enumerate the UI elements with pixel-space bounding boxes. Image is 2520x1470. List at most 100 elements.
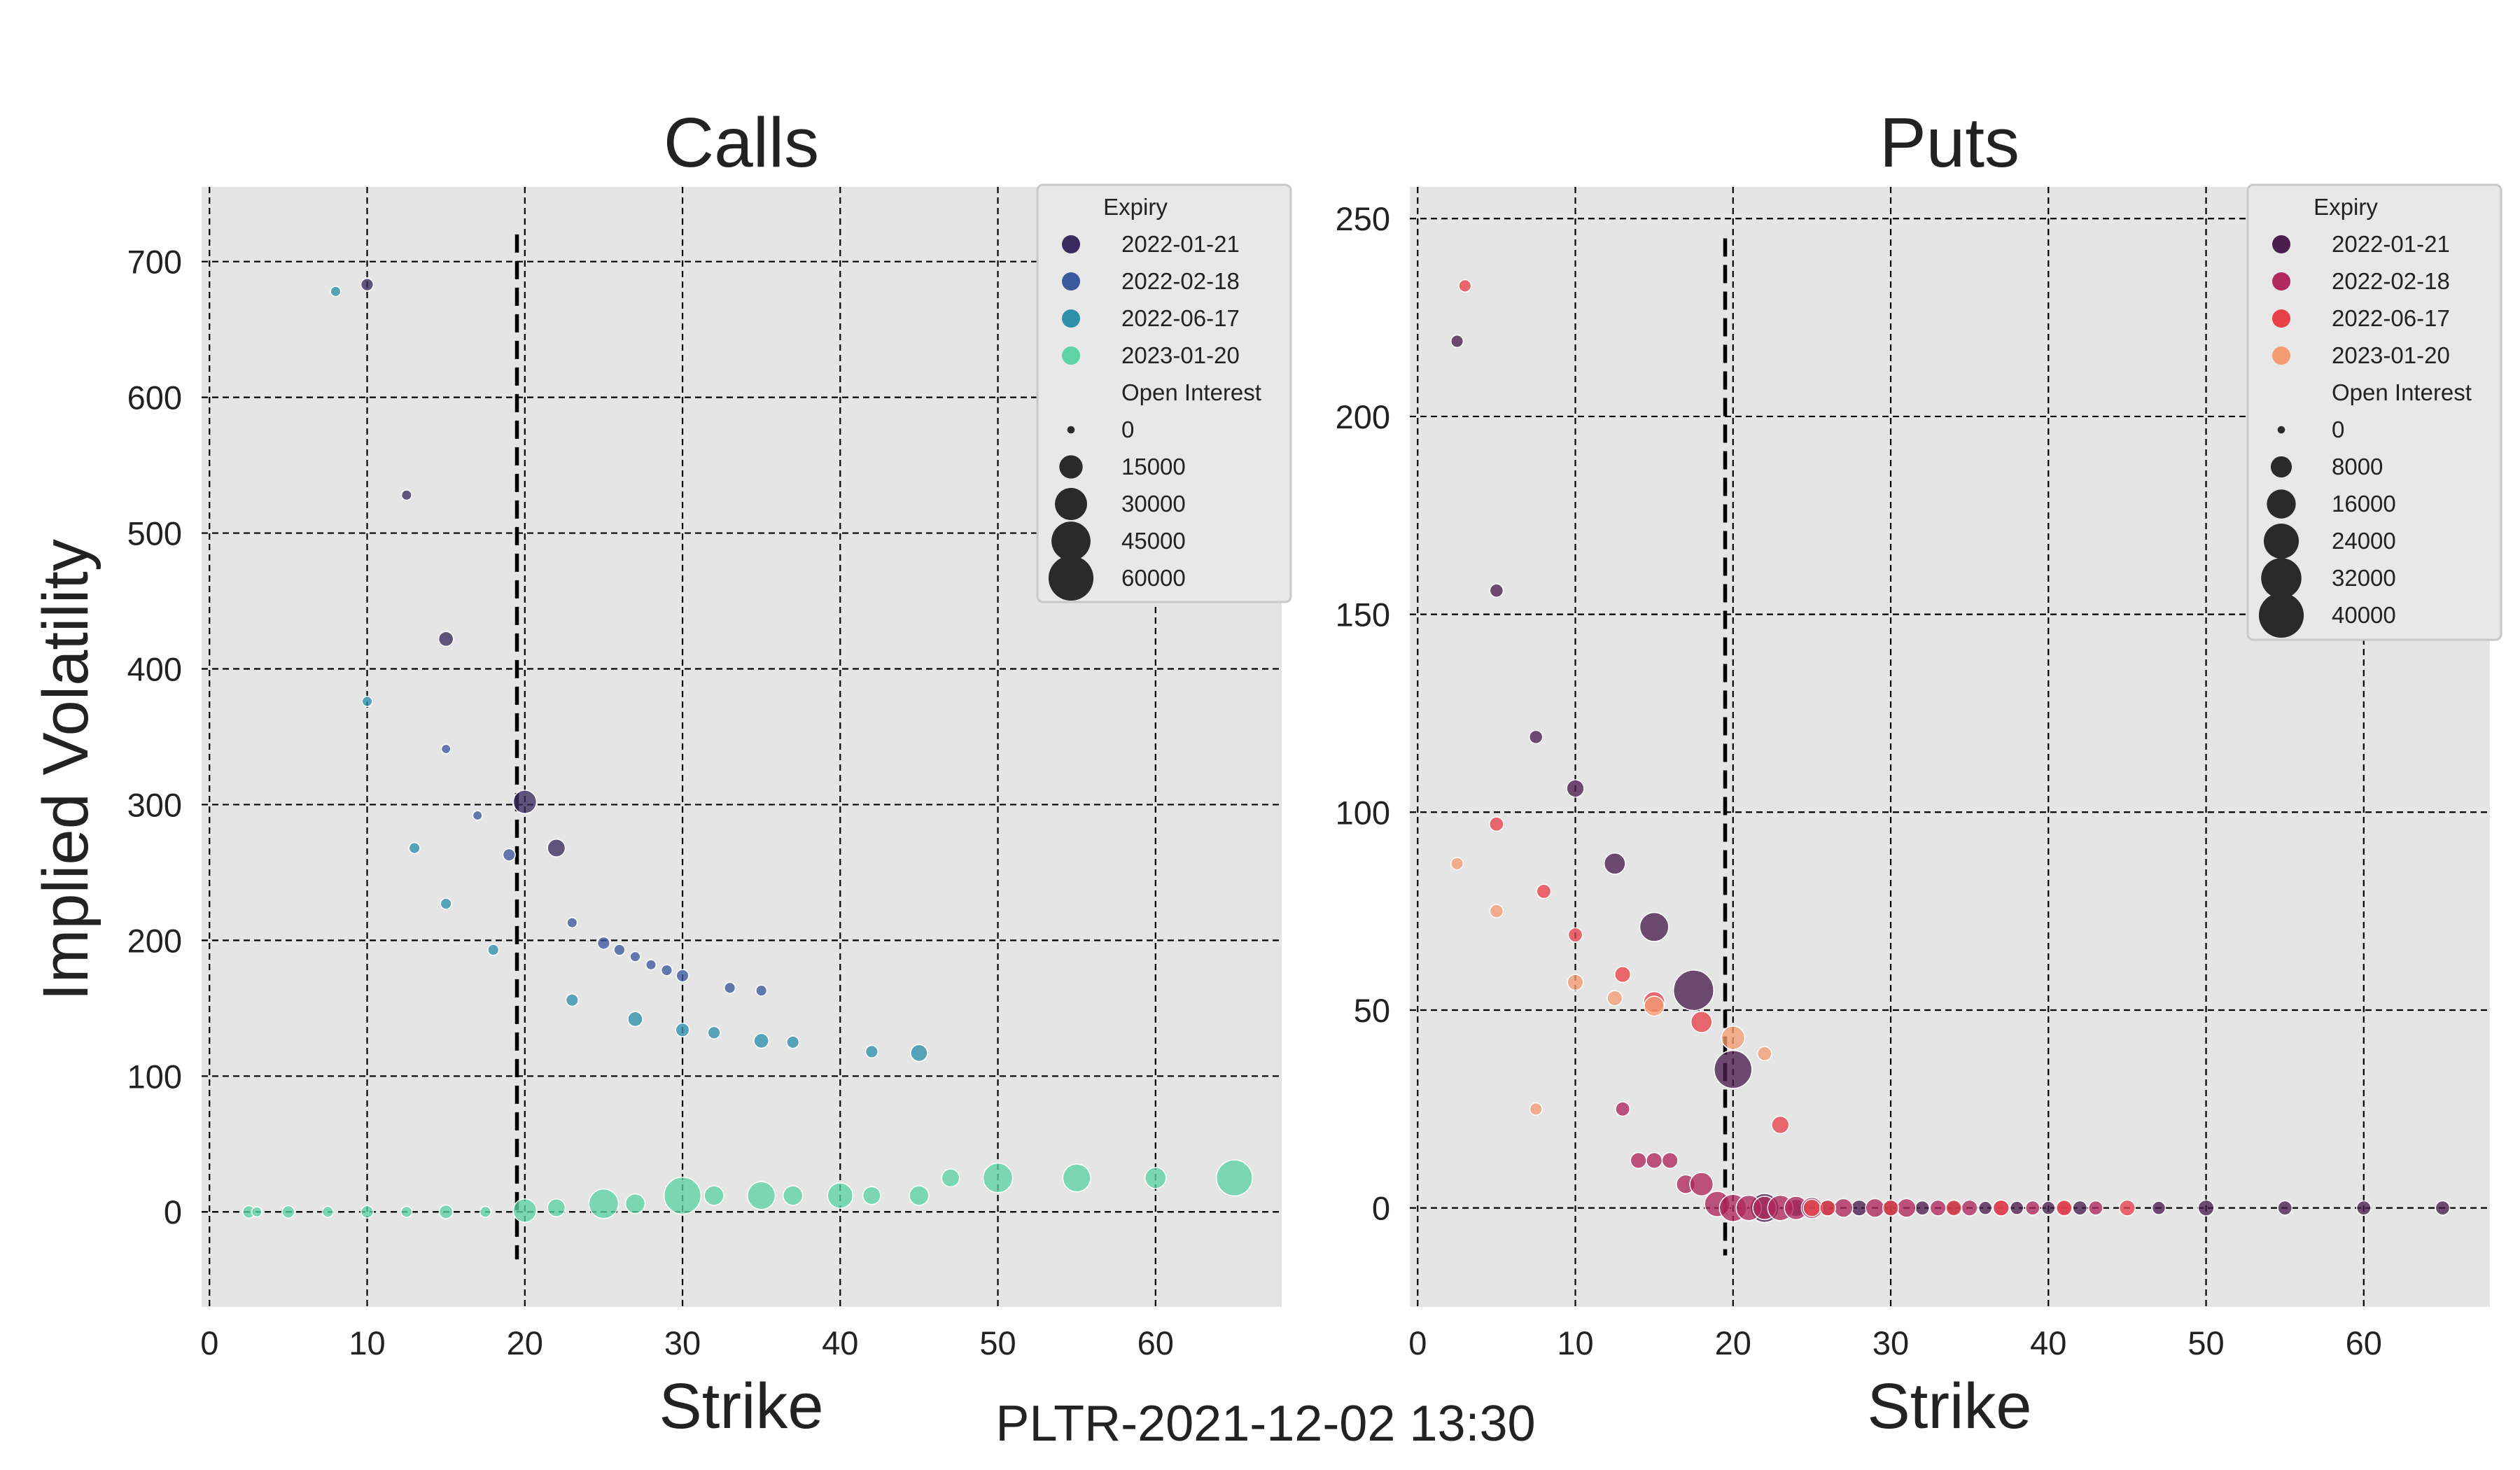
x-tick-label: 20 bbox=[507, 1324, 543, 1362]
legend-marker bbox=[2272, 235, 2290, 253]
data-point bbox=[1062, 1163, 1091, 1193]
data-point bbox=[2151, 1200, 2166, 1215]
data-point bbox=[1689, 1172, 1714, 1197]
data-point bbox=[753, 1032, 769, 1049]
legend-size-label: 24000 bbox=[2332, 528, 2396, 554]
figure-suptitle: PLTR-2021-12-02 13:30 bbox=[995, 1396, 1535, 1452]
data-point bbox=[2087, 1200, 2104, 1216]
data-point bbox=[281, 1205, 295, 1219]
legend-series-label: 2022-06-17 bbox=[2332, 305, 2450, 331]
data-point bbox=[565, 993, 579, 1007]
x-tick-label: 0 bbox=[1408, 1324, 1427, 1362]
data-point bbox=[864, 1044, 878, 1058]
legend-size-label: 0 bbox=[1121, 416, 1134, 442]
data-point bbox=[1690, 1011, 1713, 1033]
series-2023-01-20 bbox=[1450, 857, 1772, 1116]
data-point bbox=[2197, 1199, 2215, 1217]
data-point bbox=[783, 1185, 804, 1206]
legend-hue-title: Expiry bbox=[2314, 194, 2378, 220]
y-tick-label: 0 bbox=[1372, 1190, 1390, 1227]
data-point bbox=[1929, 1199, 1947, 1217]
legend-size-label: 15000 bbox=[1121, 454, 1186, 479]
legend-frame bbox=[1036, 183, 1292, 603]
data-point bbox=[676, 969, 690, 983]
y-tick-label: 300 bbox=[127, 786, 182, 823]
data-point bbox=[1450, 334, 1464, 349]
legend-size-marker bbox=[1051, 522, 1091, 561]
legend-series-label: 2023-01-20 bbox=[2332, 342, 2450, 368]
data-point bbox=[440, 743, 451, 755]
data-point bbox=[1606, 990, 1623, 1007]
data-point bbox=[438, 631, 454, 648]
data-point bbox=[1865, 1198, 1885, 1218]
y-tick-label: 700 bbox=[127, 244, 182, 281]
y-tick-label: 600 bbox=[127, 379, 182, 416]
data-point bbox=[360, 278, 374, 292]
data-point bbox=[1961, 1199, 1978, 1217]
x-tick-label: 50 bbox=[979, 1324, 1016, 1362]
legend-size-label: 0 bbox=[2332, 416, 2344, 442]
data-point bbox=[786, 1035, 800, 1049]
legend-size-label: 32000 bbox=[2332, 565, 2396, 591]
y-tick-label: 150 bbox=[1336, 596, 1390, 634]
data-point bbox=[1566, 779, 1585, 798]
data-point bbox=[596, 936, 610, 950]
data-point bbox=[1639, 911, 1670, 942]
data-point bbox=[251, 1206, 262, 1218]
data-point bbox=[2118, 1199, 2136, 1217]
data-point bbox=[1489, 904, 1504, 918]
data-point bbox=[660, 964, 673, 976]
legend-marker bbox=[1062, 309, 1080, 328]
legend-series-label: 2022-06-17 bbox=[1121, 305, 1240, 331]
x-tick-label: 40 bbox=[2030, 1324, 2066, 1362]
puts-x-tick-labels: 0 10 20 30 40 50 60 bbox=[1408, 1324, 2382, 1362]
y-tick-label: 100 bbox=[1336, 794, 1390, 831]
y-tick-label: 250 bbox=[1336, 200, 1390, 237]
data-point bbox=[747, 1181, 776, 1210]
data-point bbox=[512, 1198, 538, 1223]
data-point bbox=[1896, 1198, 1917, 1218]
legend-marker bbox=[2272, 272, 2290, 290]
y-tick-label: 200 bbox=[1336, 398, 1390, 435]
data-point bbox=[400, 489, 412, 501]
data-point bbox=[629, 951, 641, 962]
data-point bbox=[502, 848, 516, 862]
puts-legend: Expiry 2022-01-21 2022-02-18 2022-06-17 2023… bbox=[2246, 183, 2502, 641]
legend-size-marker bbox=[1055, 488, 1087, 520]
calls-y-tick-labels: 0 100 200 300 400 500 600 700 bbox=[127, 244, 182, 1231]
y-tick-label: 400 bbox=[127, 650, 182, 687]
legend-marker bbox=[1062, 272, 1080, 290]
puts-title: Puts bbox=[1879, 104, 2019, 182]
data-point bbox=[624, 1193, 646, 1214]
legend-hue-title: Expiry bbox=[1103, 194, 1168, 220]
data-point bbox=[1603, 852, 1626, 875]
data-point bbox=[1882, 1199, 1900, 1217]
legend-frame bbox=[2246, 183, 2502, 641]
data-point bbox=[1819, 1199, 1836, 1217]
legend-size-marker bbox=[2277, 426, 2286, 434]
data-point bbox=[1536, 883, 1552, 899]
data-point bbox=[1528, 729, 1544, 745]
legend-marker bbox=[1062, 235, 1080, 253]
data-point bbox=[1977, 1200, 1993, 1215]
data-point bbox=[1833, 1198, 1854, 1218]
data-point bbox=[1615, 1101, 1630, 1117]
legend-series-label: 2022-02-18 bbox=[2332, 268, 2450, 294]
data-point bbox=[361, 696, 373, 708]
data-point bbox=[360, 1205, 374, 1219]
data-point bbox=[827, 1182, 854, 1209]
series-2022-01-21 bbox=[360, 278, 566, 858]
legend-series-label: 2023-01-20 bbox=[1121, 342, 1240, 368]
data-point bbox=[755, 984, 768, 997]
legend-size-label: 45000 bbox=[1121, 528, 1186, 554]
data-point bbox=[1646, 1152, 1663, 1169]
x-tick-label: 10 bbox=[349, 1324, 385, 1362]
data-point bbox=[1215, 1159, 1253, 1197]
data-point bbox=[2277, 1200, 2293, 1216]
data-point bbox=[547, 1198, 566, 1217]
data-point bbox=[479, 1205, 492, 1218]
data-point bbox=[1567, 927, 1583, 943]
data-point bbox=[2072, 1200, 2088, 1216]
data-point bbox=[613, 944, 626, 956]
